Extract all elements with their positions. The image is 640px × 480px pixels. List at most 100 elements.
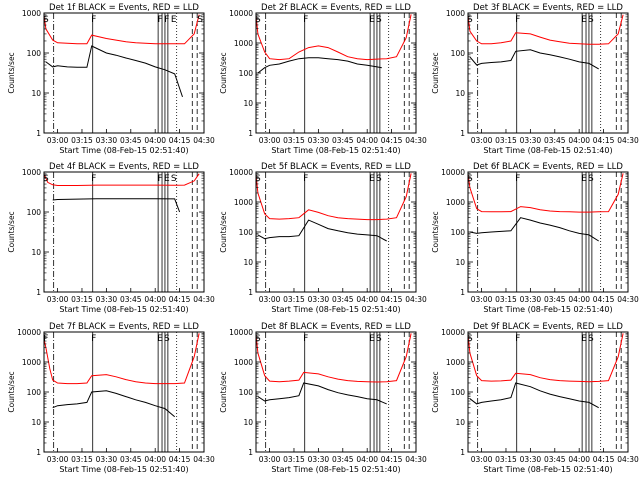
y-tick-label: 1	[460, 448, 465, 457]
event-marker-label: E	[369, 15, 375, 25]
event-marker-label: F	[515, 15, 520, 25]
x-tick-label: 03:00	[259, 295, 281, 304]
y-tick-label: 1	[460, 129, 465, 138]
event-marker-label: E	[581, 334, 587, 344]
series-line-lld	[468, 333, 624, 383]
y-tick-label: 1000	[22, 168, 41, 177]
event-marker-label: S	[588, 174, 594, 184]
x-tick-label: 03:15	[71, 136, 93, 145]
event-marker-label: S	[197, 15, 203, 25]
y-tick-label: 100	[27, 49, 42, 58]
x-tick-label: 03:45	[544, 455, 566, 464]
y-tick-label: 10000	[441, 168, 465, 177]
y-tick-label: 1	[248, 288, 253, 297]
event-marker-label: F	[303, 15, 308, 25]
x-tick-label: 03:45	[332, 455, 354, 464]
x-tick-label: 03:00	[259, 455, 281, 464]
plot-frame	[43, 12, 205, 134]
event-marker-label: S	[255, 334, 261, 344]
x-tick-label: 03:45	[544, 136, 566, 145]
y-tick-label: 1	[248, 448, 253, 457]
x-tick-label: 03:15	[71, 455, 93, 464]
event-marker-label: E	[581, 174, 587, 184]
y-axis-label: Counts/sec	[7, 211, 16, 252]
y-tick-label: 100	[239, 69, 254, 78]
series-line-events	[257, 57, 382, 74]
x-tick-label: 04:30	[617, 295, 639, 304]
x-tick-label: 03:00	[47, 295, 69, 304]
y-tick-label: 1000	[446, 198, 465, 207]
y-tick-label: 1000	[234, 198, 253, 207]
x-tick-label: 04:30	[193, 455, 215, 464]
chart-title: Det 4f BLACK = Events, RED = LLD	[49, 162, 199, 172]
series-line-lld	[44, 333, 200, 385]
y-tick-label: 1	[36, 448, 41, 457]
x-tick-label: 04:15	[593, 295, 615, 304]
x-tick-label: 04:00	[144, 455, 166, 464]
series-line-events	[45, 45, 183, 98]
y-tick-label: 10	[455, 418, 465, 427]
x-tick-label: 03:30	[520, 136, 542, 145]
chart-title: Det 7f BLACK = Events, RED = LLD	[49, 322, 199, 332]
y-tick-label: 10	[31, 418, 41, 427]
y-tick-label: 10000	[441, 328, 465, 337]
y-axis-label: Counts/sec	[431, 211, 440, 252]
x-tick-label: 03:15	[495, 136, 517, 145]
event-marker-label: E	[369, 174, 375, 184]
x-tick-label: 03:30	[520, 455, 542, 464]
event-marker-label: E	[581, 15, 587, 25]
y-tick-label: 1	[248, 129, 253, 138]
x-tick-label: 04:15	[169, 455, 191, 464]
x-axis-label: Start Time (08-Feb-15 02:51:40)	[271, 465, 400, 474]
y-tick-label: 100	[451, 228, 466, 237]
y-tick-label: 10000	[229, 328, 253, 337]
event-marker-label: F	[43, 334, 48, 344]
y-tick-label: 10	[243, 99, 253, 108]
y-tick-label: 100	[451, 388, 466, 397]
series-line-events	[52, 390, 176, 418]
x-tick-label: 04:15	[381, 136, 403, 145]
y-tick-label: 1	[36, 288, 41, 297]
x-axis-label: Start Time (08-Feb-15 02:51:40)	[271, 305, 400, 314]
event-marker-label: S	[376, 334, 382, 344]
series-line-lld	[44, 14, 200, 45]
x-tick-label: 04:15	[169, 136, 191, 145]
series-line-lld	[256, 333, 412, 383]
x-tick-label: 04:15	[169, 295, 191, 304]
x-tick-label: 03:45	[120, 136, 142, 145]
y-tick-label: 10	[455, 258, 465, 267]
plot-frame	[43, 171, 205, 293]
y-tick-label: 10000	[17, 328, 41, 337]
x-axis-label: Start Time (08-Feb-15 02:51:40)	[59, 305, 188, 314]
x-tick-label: 04:30	[405, 455, 427, 464]
event-marker-label: F	[515, 174, 520, 184]
y-tick-label: 1000	[446, 358, 465, 367]
y-tick-label: 100	[27, 388, 42, 397]
x-tick-label: 04:30	[617, 136, 639, 145]
series-line-events	[257, 382, 387, 405]
event-marker-label: F	[91, 334, 96, 344]
x-tick-label: 04:30	[405, 295, 427, 304]
x-tick-label: 04:00	[568, 136, 590, 145]
x-tick-label: 04:15	[593, 455, 615, 464]
x-tick-label: 04:30	[193, 136, 215, 145]
y-tick-label: 1	[460, 288, 465, 297]
series-line-events	[469, 217, 599, 242]
event-lines	[53, 172, 198, 292]
chart-title: Det 2f BLACK = Events, RED = LLD	[261, 3, 411, 13]
x-tick-label: 04:00	[356, 455, 378, 464]
y-axis-label: Counts/sec	[219, 52, 228, 93]
y-tick-label: 10000	[229, 9, 253, 18]
y-tick-label: 10	[243, 258, 253, 267]
y-axis-label: Counts/sec	[219, 211, 228, 252]
y-tick-label: 10000	[229, 168, 253, 177]
x-tick-label: 04:30	[405, 136, 427, 145]
plot-frame	[43, 331, 205, 453]
event-marker-label: E	[369, 334, 375, 344]
x-tick-label: 03:45	[544, 295, 566, 304]
chart-title: Det 6f BLACK = Events, RED = LLD	[473, 162, 623, 172]
